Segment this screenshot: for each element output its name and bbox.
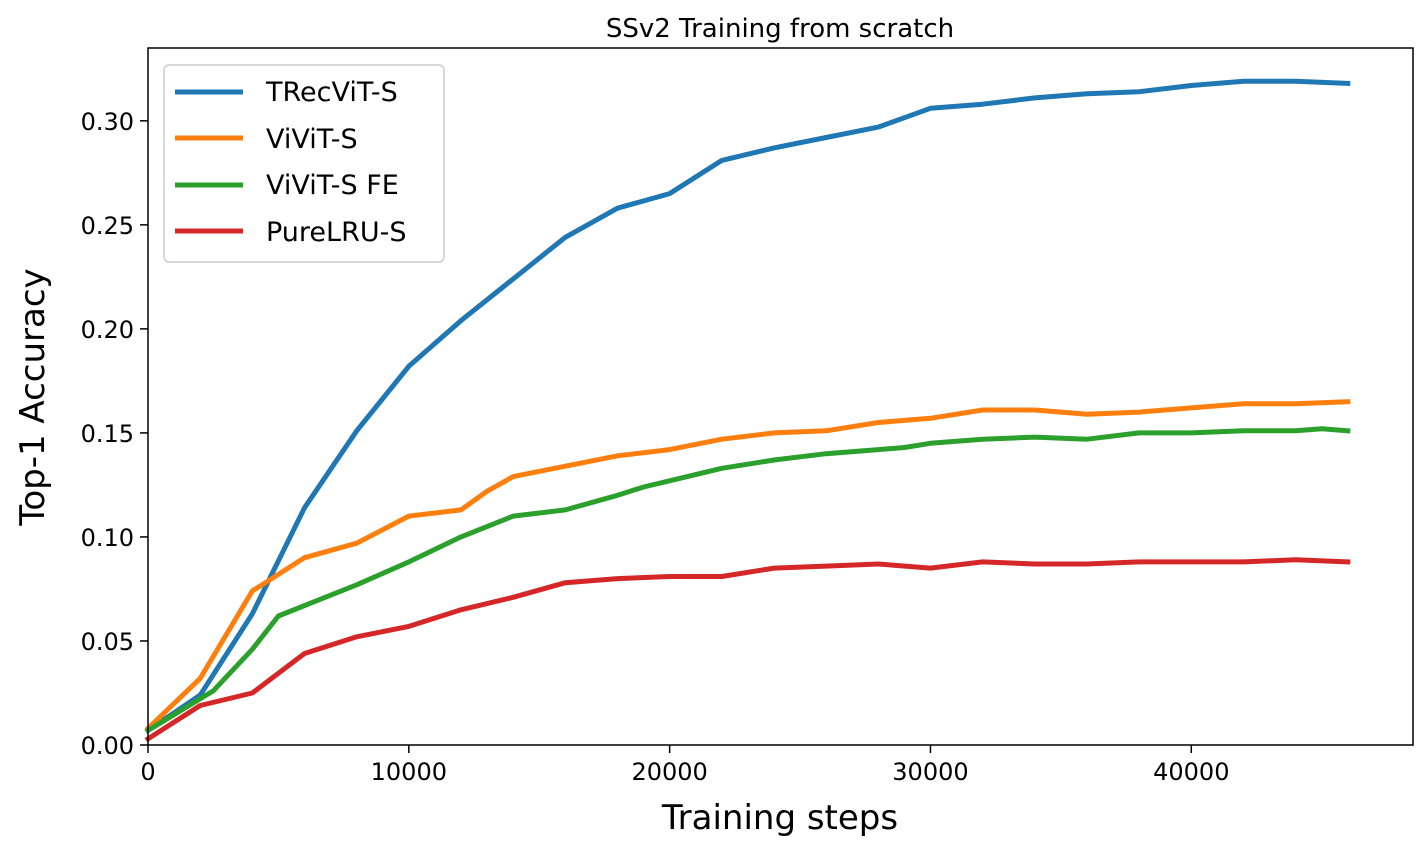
y-axis-title: Top-1 Accuracy <box>13 268 53 526</box>
legend-entry-vivit-fe: ViViT-S FE <box>175 170 399 201</box>
legend-entry-trecvit: TRecViT-S <box>175 77 398 108</box>
x-axis-ticks: 0 10000 20000 30000 40000 <box>140 745 1229 786</box>
plot-frame <box>147 47 1414 746</box>
y-tick-label: 0.15 <box>81 420 134 448</box>
legend-entry-purelru: PureLRU-S <box>175 217 406 248</box>
legend: TRecViT-S ViViT-S ViViT-S FE PureLRU-S <box>163 64 445 263</box>
series-line-purelru-s <box>144 557 1351 743</box>
x-tick-label: 30000 <box>892 758 968 786</box>
series-layer <box>144 78 1351 743</box>
x-axis-title: Training steps <box>661 798 898 838</box>
x-tick-label: 10000 <box>371 758 447 786</box>
series-line-vivit-s-fe <box>144 426 1351 734</box>
legend-label: TRecViT-S <box>265 77 398 108</box>
y-tick-label: 0.30 <box>81 108 134 136</box>
legend-label: ViViT-S <box>266 124 358 155</box>
y-tick-label: 0.25 <box>81 212 134 240</box>
x-tick-label: 0 <box>140 758 155 786</box>
legend-label: ViViT-S FE <box>266 170 399 201</box>
y-tick-label: 0.05 <box>81 628 134 656</box>
series-line-trecvit-s <box>144 78 1351 734</box>
legend-entry-vivit: ViViT-S <box>175 124 358 155</box>
y-axis-ticks: 0.00 0.05 0.10 0.15 0.20 0.25 0.30 <box>81 108 148 760</box>
x-tick-label: 40000 <box>1153 758 1229 786</box>
y-tick-label: 0.00 <box>81 732 134 760</box>
legend-label: PureLRU-S <box>266 217 406 248</box>
y-tick-label: 0.20 <box>81 316 134 344</box>
x-tick-label: 20000 <box>631 758 707 786</box>
chart-title: SSv2 Training from scratch <box>606 14 954 44</box>
legend-box <box>163 64 445 263</box>
series-line-vivit-s <box>144 399 1351 732</box>
y-tick-label: 0.10 <box>81 524 134 552</box>
